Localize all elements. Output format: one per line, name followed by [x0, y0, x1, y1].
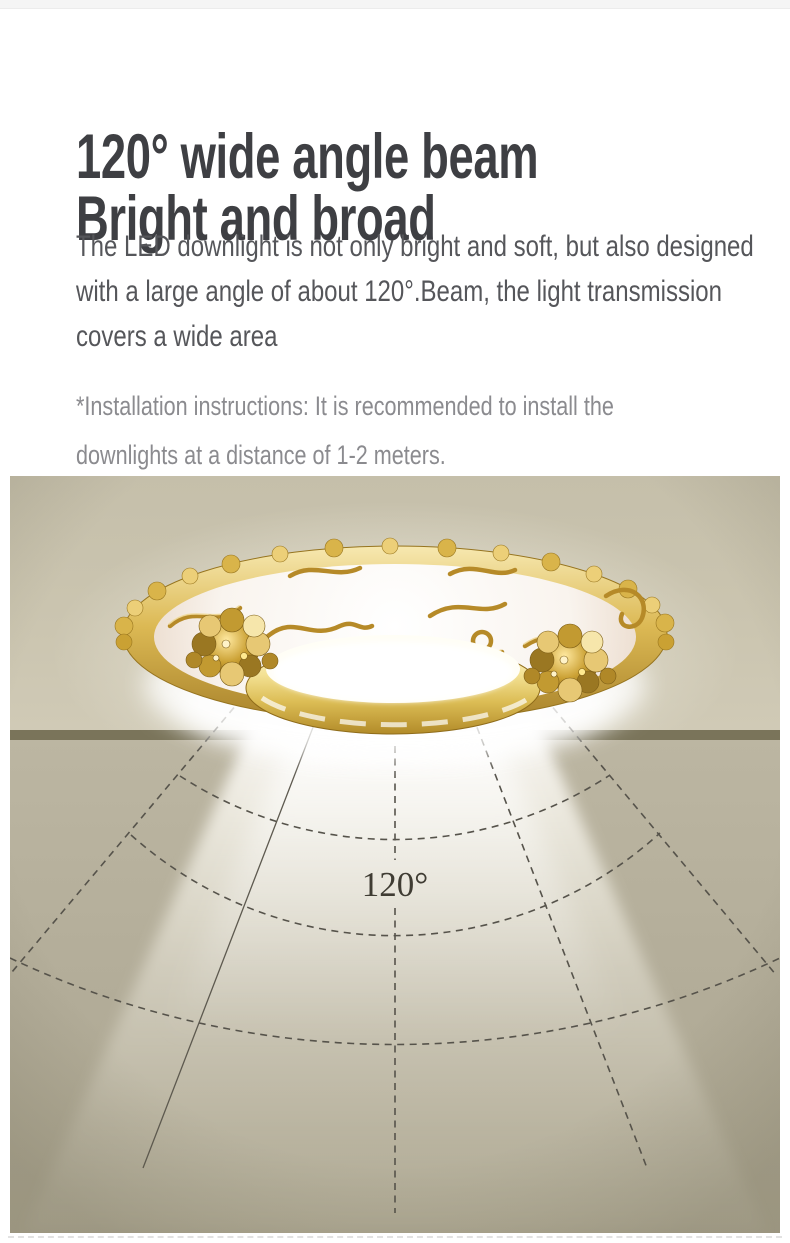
- description-line-2: with a large angle of about 120°.Beam, t…: [76, 275, 722, 308]
- note-line-1: *Installation instructions: It is recomm…: [76, 391, 614, 421]
- fixture-light-glow: [273, 642, 513, 702]
- heading-line-2: Bright and broad: [76, 184, 436, 255]
- section-description: The LED downlight is not only bright and…: [76, 224, 754, 359]
- installation-note: *Installation instructions: It is recomm…: [76, 382, 614, 480]
- downlight-fixture: [114, 537, 675, 761]
- downlight-beam-illustration: 120°: [10, 476, 780, 1233]
- description-line-3: covers a wide area: [76, 320, 278, 353]
- ring-sparkle: [260, 695, 528, 728]
- rim-scallops: [114, 537, 675, 651]
- top-divider-strip: [0, 0, 790, 9]
- beam-angle-figure: 120°: [10, 476, 780, 1233]
- note-line-2: downlights at a distance of 1-2 meters.: [76, 440, 446, 470]
- description-line-1: The LED downlight is not only bright and…: [76, 230, 754, 263]
- left-rosette: [185, 607, 279, 687]
- next-section-edge: [8, 1236, 782, 1238]
- right-rosette: [523, 623, 617, 703]
- heading-line-1: 120° wide angle beam: [76, 122, 539, 193]
- section-heading: 120° wide angle beam Bright and broad: [76, 122, 539, 255]
